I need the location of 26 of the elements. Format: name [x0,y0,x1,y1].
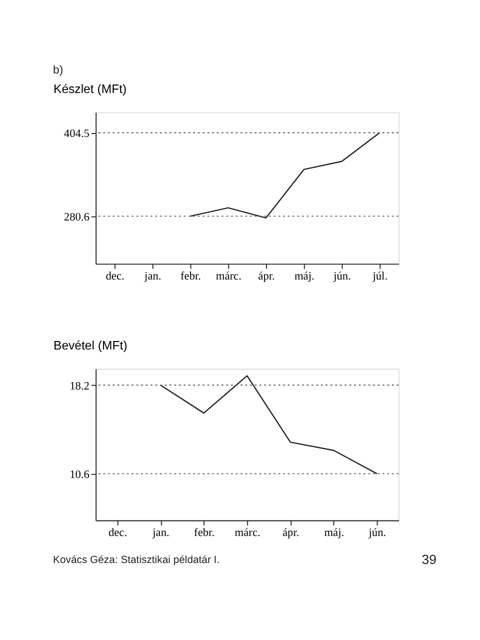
x-tick-label: máj. [294,270,314,282]
text: 39 [422,552,436,567]
y-tick-label: 404.5 [64,128,90,140]
x-tick-label: febr. [194,526,215,539]
y-axis-title: Készlet (MFt) [53,82,127,96]
text: b) [53,64,64,76]
x-tick-label: dec. [108,526,128,539]
line-series [190,132,380,219]
x-tick-label: jún. [368,526,386,539]
y-tick-label: 10.6 [70,468,90,481]
x-tick-label: márc. [234,526,261,539]
x-tick-label: ápr. [258,270,276,282]
y-tick-label: 280.6 [64,211,90,224]
x-tick-label: dec. [106,270,124,282]
y-tick-label: 18.2 [70,380,90,392]
line-series [160,375,378,474]
x-tick-label: jan. [144,270,162,282]
x-tick-label: júl. [372,270,388,282]
x-tick-label: jún. [332,270,352,282]
x-tick-label: máj. [324,526,344,539]
x-tick-label: márc. [216,270,242,282]
text: Kovács Géza: Statisztikai példatár I. [53,554,220,566]
x-tick-label: febr. [180,270,202,282]
y-axis-title: Bevétel (MFt) [53,338,128,352]
x-tick-label: jan. [152,526,170,539]
x-tick-label: ápr. [282,526,300,539]
